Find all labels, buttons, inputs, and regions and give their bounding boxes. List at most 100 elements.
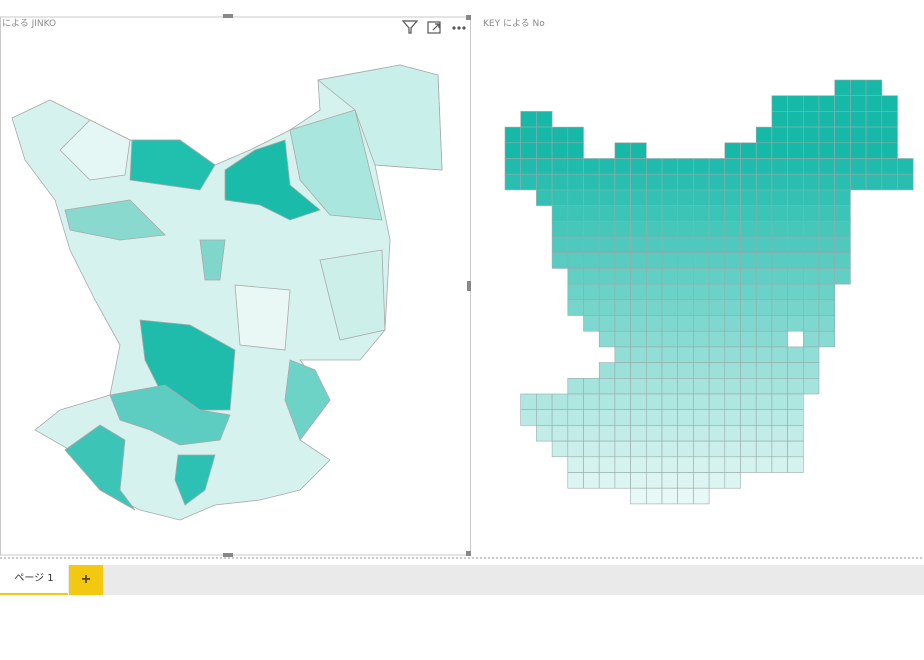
- tile: [724, 283, 741, 301]
- tile: [661, 283, 678, 301]
- tile: [802, 252, 820, 269]
- tile: [583, 409, 600, 426]
- tile: [724, 221, 741, 238]
- tile: [661, 330, 678, 348]
- tile: [755, 142, 773, 159]
- tile: [708, 252, 726, 269]
- page-tab[interactable]: ページ 1: [0, 565, 68, 595]
- tile: [755, 221, 773, 238]
- tile: [740, 142, 757, 159]
- tile: [677, 236, 694, 253]
- tile: [787, 205, 804, 222]
- tile: [598, 205, 616, 222]
- tile: [755, 330, 773, 348]
- tile: [583, 173, 600, 191]
- tile: [708, 158, 726, 175]
- more-icon[interactable]: [452, 26, 456, 30]
- tile: [536, 189, 553, 206]
- tile: [755, 236, 773, 253]
- tile: [802, 268, 820, 285]
- tile: [567, 472, 584, 489]
- tile: [755, 425, 773, 442]
- tile: [771, 315, 788, 332]
- choropleth-map: [11, 64, 443, 521]
- tile: [645, 409, 663, 426]
- region: [284, 359, 331, 441]
- tile: [677, 205, 694, 222]
- tile: [724, 472, 741, 489]
- tile: [850, 158, 867, 175]
- tile: [693, 425, 710, 442]
- tile: [567, 456, 584, 473]
- handle: [223, 14, 233, 18]
- tile: [567, 377, 584, 395]
- tile: [724, 330, 741, 348]
- tile: [802, 158, 820, 175]
- tile: [708, 268, 726, 285]
- visual-header-icons[interactable]: [401, 20, 466, 34]
- tile: [802, 142, 820, 159]
- tile: [693, 472, 710, 489]
- tile: [865, 158, 883, 175]
- tile: [834, 79, 851, 96]
- tile: [661, 205, 678, 222]
- tile: [771, 126, 788, 144]
- tile: [536, 126, 553, 144]
- tile: [520, 126, 537, 144]
- add-page-button[interactable]: +: [69, 565, 103, 595]
- tile: [755, 158, 773, 175]
- tile: [645, 205, 663, 222]
- tile: [520, 158, 537, 175]
- tile: [693, 346, 710, 363]
- tile: [567, 283, 584, 301]
- tile: [614, 440, 631, 458]
- tile: [708, 393, 726, 410]
- tile: [693, 409, 710, 426]
- tile: [755, 409, 773, 426]
- tile: [583, 299, 600, 316]
- tile: [740, 346, 757, 363]
- tile: [504, 173, 521, 191]
- tile: [740, 377, 757, 395]
- tile: [551, 221, 569, 238]
- visual-title: KEY による No: [483, 19, 545, 29]
- focus-icon[interactable]: [427, 21, 441, 34]
- tile: [787, 158, 804, 175]
- tile: [771, 330, 788, 348]
- tile: [677, 346, 694, 363]
- tile: [850, 95, 867, 112]
- tile: [740, 158, 757, 175]
- tile: [614, 393, 631, 410]
- tile: [693, 173, 710, 191]
- tile: [567, 268, 584, 285]
- tile: [802, 205, 820, 222]
- tile: [850, 111, 867, 128]
- tile: [520, 111, 537, 128]
- tile: [693, 330, 710, 348]
- tile: [755, 362, 773, 379]
- tile: [724, 425, 741, 442]
- filter-icon[interactable]: [401, 20, 419, 34]
- tile: [661, 173, 678, 191]
- tile: [645, 425, 663, 442]
- tile: [818, 95, 835, 112]
- tile: [787, 126, 804, 144]
- tile: [771, 283, 788, 301]
- tile: [661, 189, 678, 206]
- tile: [787, 283, 804, 301]
- tile: [598, 315, 616, 332]
- tile: [771, 299, 788, 316]
- tile: [645, 315, 663, 332]
- tile: [771, 393, 788, 410]
- tile: [850, 79, 867, 96]
- tile: [740, 236, 757, 253]
- tile: [787, 346, 804, 363]
- tile: [677, 173, 694, 191]
- tile: [724, 362, 741, 379]
- tile: [598, 425, 616, 442]
- tile: [677, 377, 694, 395]
- tile: [708, 377, 726, 395]
- tile: [755, 393, 773, 410]
- tile: [661, 393, 678, 410]
- tile: [740, 189, 757, 206]
